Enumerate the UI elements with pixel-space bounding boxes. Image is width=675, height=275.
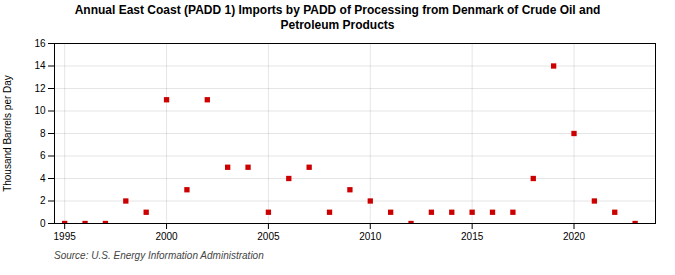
svg-text:12: 12: [34, 83, 46, 94]
svg-text:2020: 2020: [563, 231, 586, 242]
svg-text:0: 0: [40, 218, 46, 229]
html-text:Source: U.S. Energy Informatio: Source: U.S. Energy Information Administ…: [54, 250, 264, 261]
svg-text:2000: 2000: [155, 231, 178, 242]
svg-text:1995: 1995: [54, 231, 77, 242]
svg-text:2015: 2015: [461, 231, 484, 242]
html-text:Annual East Coast (PADD 1) Imp: Annual East Coast (PADD 1) Imports by PA…: [74, 3, 601, 32]
svg-text:8: 8: [40, 128, 46, 139]
svg-text:2: 2: [40, 195, 46, 206]
svg-text:Thousand Barrels per Day: Thousand Barrels per Day: [2, 75, 13, 192]
svg-text:2010: 2010: [359, 231, 382, 242]
svg-text:4: 4: [40, 173, 46, 184]
svg-text:2005: 2005: [257, 231, 280, 242]
svg-text:14: 14: [34, 60, 46, 71]
svg-text:10: 10: [34, 105, 46, 116]
svg-text:16: 16: [34, 38, 46, 49]
svg-text:6: 6: [40, 150, 46, 161]
